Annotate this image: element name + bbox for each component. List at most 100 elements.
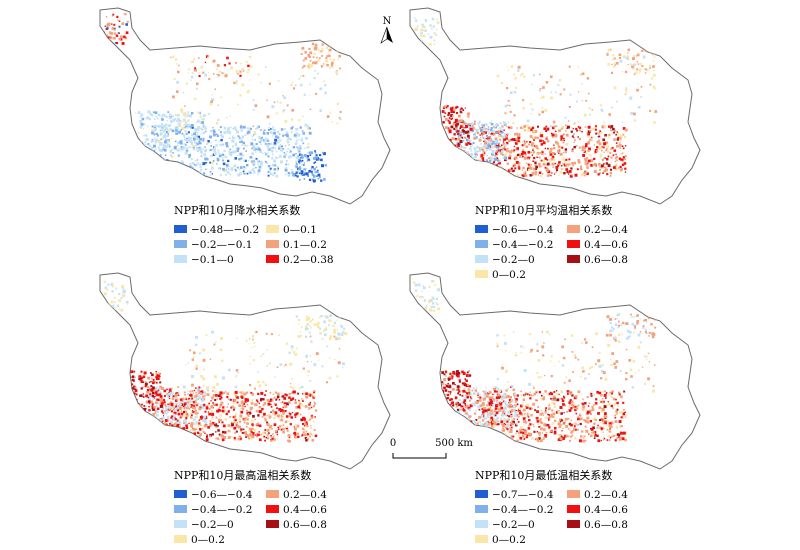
map-pixel: [488, 138, 491, 142]
map-pixel: [562, 158, 565, 162]
map-pixel: [570, 430, 574, 433]
map-pixel: [449, 107, 453, 111]
map-pixel: [600, 439, 602, 442]
map-pixel: [621, 415, 625, 419]
map-pixel: [291, 118, 294, 121]
map-pixel: [335, 70, 338, 74]
map-pixel: [269, 167, 272, 170]
map-pixel: [586, 166, 589, 169]
map-pixel: [499, 389, 502, 391]
map-pixel: [312, 56, 315, 58]
map-pixel: [460, 145, 463, 148]
map-pixel: [298, 162, 301, 165]
map-pixel: [200, 424, 202, 426]
map-pixel: [199, 112, 201, 114]
map-pixel: [199, 148, 203, 152]
map-pixel: [111, 305, 114, 308]
map-pixel: [161, 115, 163, 118]
map-pixel: [498, 407, 501, 410]
map-pixel: [180, 108, 183, 112]
map-pixel: [246, 412, 249, 415]
map-pixel: [284, 420, 288, 424]
map-pixel: [159, 139, 161, 141]
map-pixel: [494, 154, 497, 157]
map-pixel: [490, 127, 493, 130]
map-pixel: [433, 39, 436, 41]
map-pixel: [241, 390, 245, 394]
map-pixel: [447, 382, 449, 385]
map-pixel: [457, 372, 461, 375]
map-pixel: [263, 140, 266, 143]
map-pixel: [309, 335, 312, 338]
map-pixel: [607, 429, 610, 432]
map-pixel: [238, 404, 241, 407]
map-pixel: [542, 159, 546, 163]
map-pixel: [514, 397, 516, 399]
map-pixel: [138, 377, 142, 381]
map-pixel: [642, 366, 644, 368]
map-pixel: [184, 120, 188, 124]
map-pixel: [539, 418, 542, 420]
map-pixel: [162, 146, 165, 149]
map-pixel: [173, 146, 177, 149]
map-pixel: [468, 390, 471, 393]
map-pixel: [465, 125, 468, 128]
map-pixel: [250, 406, 254, 410]
map-pixel: [321, 338, 324, 340]
map-pixel: [212, 148, 215, 151]
map-pixel: [451, 137, 455, 140]
map-pixel: [467, 143, 470, 146]
map-pixel: [480, 154, 484, 157]
map-pixel: [258, 140, 260, 142]
map-pixel: [306, 125, 309, 128]
map-pixel: [618, 157, 621, 160]
map-pixel: [311, 439, 315, 442]
map-pixel: [230, 126, 232, 129]
map-pixel: [305, 172, 309, 176]
map-pixel: [533, 157, 536, 160]
map-pixel: [202, 419, 205, 422]
map-pixel: [147, 149, 151, 152]
map-pixel: [491, 142, 494, 145]
map-pixel: [192, 411, 195, 414]
map-pixel: [114, 42, 117, 44]
map-pixel: [183, 135, 186, 138]
map-pixel: [133, 392, 136, 395]
map-pixel: [451, 372, 454, 375]
map-pixel: [541, 110, 544, 114]
map-pixel: [536, 343, 539, 346]
map-pixel: [490, 158, 493, 162]
map-pixel: [300, 53, 303, 55]
map-pixel: [239, 435, 242, 438]
map-pixel: [514, 167, 517, 170]
map-pixel: [186, 141, 188, 144]
map-pixel: [607, 419, 610, 422]
map-pixel: [207, 403, 210, 405]
map-pixel: [252, 415, 255, 418]
map-pixel: [630, 63, 633, 66]
map-pixel: [233, 398, 237, 402]
map-pixel: [295, 347, 298, 350]
map-pixel: [197, 412, 199, 414]
map-pixel: [206, 159, 208, 161]
map-pixel: [235, 394, 237, 397]
map-pixel: [553, 158, 556, 161]
map-pixel: [571, 126, 573, 129]
map-pixel: [498, 150, 501, 153]
map-pixel: [324, 315, 327, 318]
map-pixel: [294, 413, 297, 416]
map-pixel: [457, 408, 460, 411]
map-pixel: [451, 388, 455, 391]
map-pixel: [294, 416, 297, 418]
map-pixel: [278, 334, 280, 336]
map-pixel: [512, 331, 515, 333]
map-pixel: [106, 305, 108, 308]
map-pixel: [202, 395, 205, 398]
map-pixel: [584, 159, 588, 162]
map-pixel: [510, 398, 513, 401]
map-pixel: [475, 419, 478, 421]
map-pixel: [318, 57, 321, 60]
map-pixel: [594, 403, 597, 406]
map-pixel: [544, 436, 547, 439]
map-pixel: [572, 405, 575, 409]
